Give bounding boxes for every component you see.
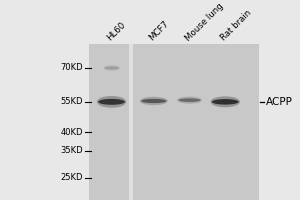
Text: ACPP: ACPP — [266, 97, 293, 107]
Bar — [89, 44, 259, 200]
Ellipse shape — [98, 99, 125, 105]
Bar — [129, 44, 133, 200]
Ellipse shape — [212, 99, 238, 105]
Text: 35KD: 35KD — [61, 146, 83, 155]
Text: 40KD: 40KD — [61, 128, 83, 137]
Ellipse shape — [178, 98, 201, 102]
Text: 25KD: 25KD — [61, 173, 83, 182]
Ellipse shape — [141, 99, 166, 103]
Text: Rat brain: Rat brain — [219, 8, 253, 43]
Text: 55KD: 55KD — [61, 97, 83, 106]
Text: Mouse lung: Mouse lung — [183, 1, 225, 43]
Text: MCF7: MCF7 — [148, 19, 171, 43]
Ellipse shape — [211, 96, 240, 107]
Ellipse shape — [97, 96, 126, 108]
Text: 70KD: 70KD — [61, 63, 83, 72]
Ellipse shape — [103, 65, 120, 71]
Ellipse shape — [177, 97, 202, 104]
Ellipse shape — [140, 97, 168, 105]
Ellipse shape — [104, 67, 119, 69]
Text: HL60: HL60 — [105, 21, 127, 43]
